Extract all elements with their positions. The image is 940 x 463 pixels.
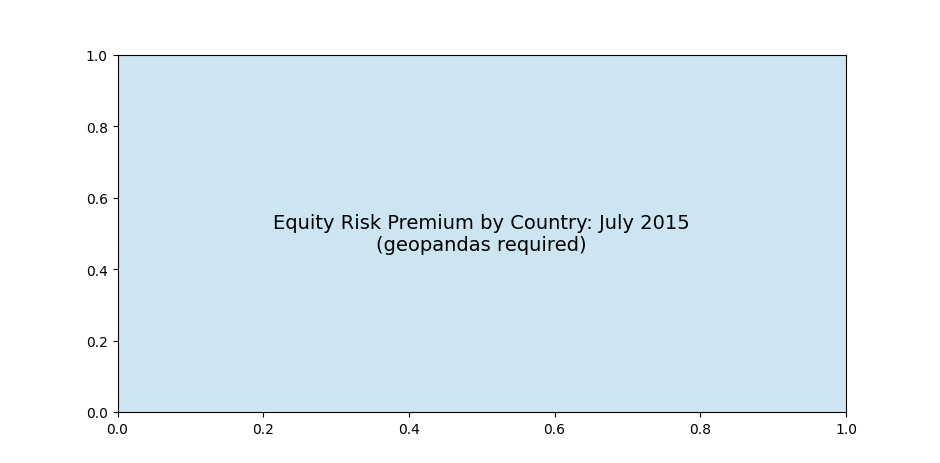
Text: Equity Risk Premium by Country: July 2015
(geopandas required): Equity Risk Premium by Country: July 201…	[274, 213, 690, 254]
